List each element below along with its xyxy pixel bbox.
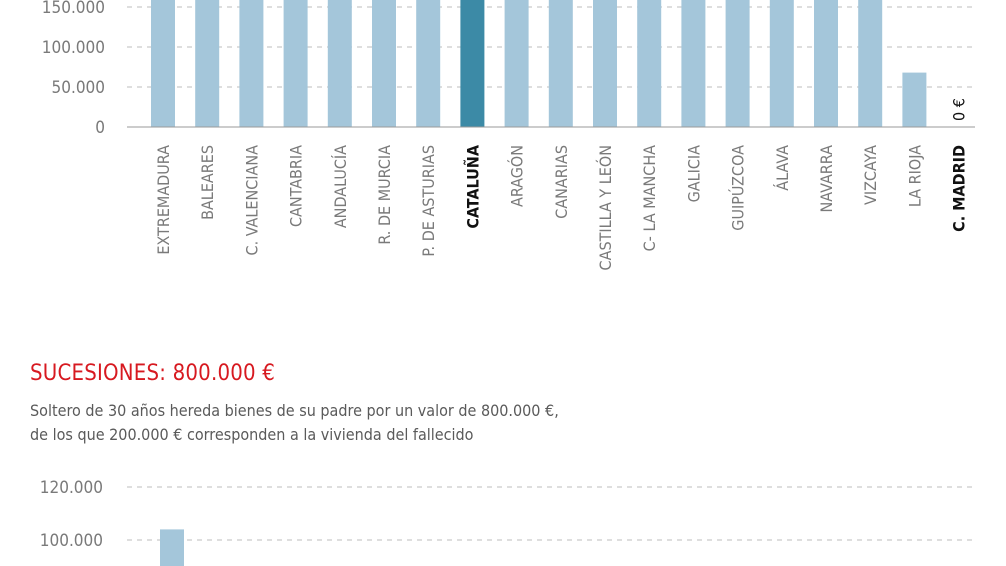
bar: [239, 0, 264, 127]
x-tick-label: CASTILLA Y LEÓN: [596, 145, 615, 270]
x-tick-label: EXTREMADURA: [154, 145, 173, 255]
bar: [327, 0, 352, 127]
x-tick-label: BALEARES: [198, 145, 217, 220]
bar: [283, 0, 308, 127]
x-tick-label: GUIPÚZCOA: [729, 145, 748, 231]
y-tick-label: 150.000: [42, 0, 105, 18]
x-tick-label: NAVARRA: [817, 145, 836, 213]
y-tick-label: 100.000: [40, 531, 103, 551]
x-tick-label: CATALUÑA: [463, 144, 482, 229]
x-tick-label: P. DE ASTURIAS: [419, 145, 438, 257]
bar: [151, 0, 175, 127]
data-label: 0 €: [950, 98, 969, 121]
x-tick-label: ANDALUCÍA: [331, 145, 350, 228]
bar: [593, 0, 617, 127]
bar: [372, 0, 396, 127]
x-tick-label: C. MADRID: [950, 145, 969, 232]
bar: [548, 0, 573, 127]
bar: [902, 72, 927, 127]
y-tick-label: 120.000: [40, 478, 103, 498]
x-tick-label: CANARIAS: [552, 145, 571, 219]
y-tick-label: 100.000: [42, 38, 105, 58]
y-tick-label: 50.000: [52, 78, 106, 98]
bar: [637, 0, 662, 127]
bar: [160, 529, 184, 566]
x-tick-label: GALICIA: [684, 145, 703, 203]
bar: [725, 0, 750, 127]
bar: [460, 0, 485, 127]
x-tick-label: LA RIOJA: [905, 145, 924, 207]
section-title: SUCESIONES: 800.000 €: [30, 361, 276, 386]
bar: [416, 0, 441, 127]
bar: [504, 0, 529, 127]
chart-upper: 150.000 100.000 50.000 0 EXTREMADURA BALEARES…: [42, 0, 975, 270]
x-tick-label: C. VALENCIANA: [242, 145, 261, 256]
bar: [769, 0, 794, 127]
bar: [681, 0, 706, 127]
x-tick-label: ARAGÓN: [508, 145, 527, 207]
x-tick-label: CANTABRIA: [287, 145, 306, 227]
chart-lower: 120.000 100.000: [40, 478, 975, 566]
section-description-line-1: Soltero de 30 años hereda bienes de su p…: [30, 401, 559, 420]
section-description-line-2: de los que 200.000 € corresponden a la v…: [30, 425, 474, 444]
x-tick-label: R. DE MURCIA: [375, 145, 394, 245]
bar: [858, 0, 883, 127]
x-tick-label: C- LA MANCHA: [640, 145, 659, 252]
x-tick-label: VIZCAYA: [861, 145, 880, 205]
x-tick-label: ÁLAVA: [773, 145, 792, 191]
y-tick-label: 0: [95, 118, 105, 138]
bar: [814, 0, 838, 127]
bar: [195, 0, 220, 127]
